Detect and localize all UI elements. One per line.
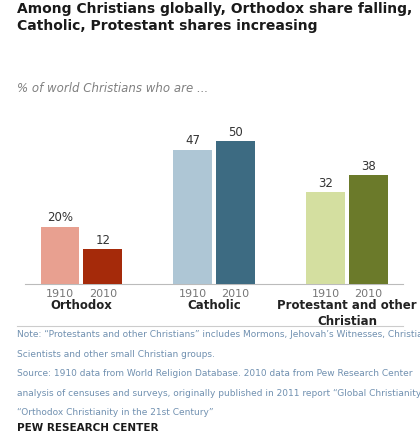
- Bar: [173, 150, 212, 284]
- Bar: [84, 249, 122, 284]
- Text: 47: 47: [185, 134, 200, 148]
- Bar: [349, 175, 388, 284]
- Text: 32: 32: [318, 177, 333, 190]
- Text: % of world Christians who are ...: % of world Christians who are ...: [17, 82, 208, 95]
- Text: Orthodox: Orthodox: [50, 299, 112, 312]
- Text: Among Christians globally, Orthodox share falling,
Catholic, Protestant shares i: Among Christians globally, Orthodox shar…: [17, 2, 412, 33]
- Text: Source: 1910 data from World Religion Database. 2010 data from Pew Research Cent: Source: 1910 data from World Religion Da…: [17, 369, 412, 378]
- Text: Protestant and other
Christian: Protestant and other Christian: [277, 299, 417, 328]
- Text: Scientists and other small Christian groups.: Scientists and other small Christian gro…: [17, 350, 215, 358]
- Text: “Orthodox Christianity in the 21st Century”: “Orthodox Christianity in the 21st Centu…: [17, 408, 213, 417]
- Bar: [216, 141, 255, 284]
- Text: 20%: 20%: [47, 211, 73, 224]
- Text: Note: “Protestants and other Christians” includes Mormons, Jehovah’s Witnesses, : Note: “Protestants and other Christians”…: [17, 330, 420, 339]
- Text: 50: 50: [228, 126, 243, 139]
- Text: 12: 12: [95, 234, 110, 247]
- Bar: [40, 226, 79, 284]
- Text: 38: 38: [361, 160, 376, 173]
- Text: analysis of censuses and surveys, originally published in 2011 report “Global Ch: analysis of censuses and surveys, origin…: [17, 389, 420, 397]
- Text: Catholic: Catholic: [187, 299, 241, 312]
- Bar: [306, 192, 345, 284]
- Text: PEW RESEARCH CENTER: PEW RESEARCH CENTER: [17, 423, 158, 433]
